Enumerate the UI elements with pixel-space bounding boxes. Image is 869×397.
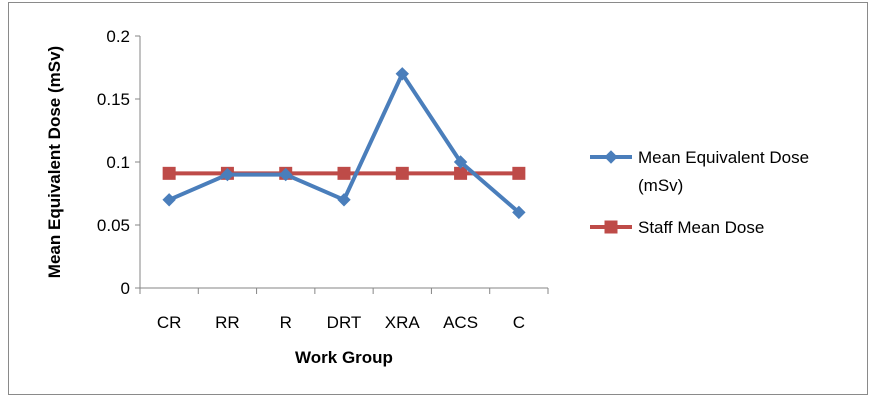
chart-frame <box>8 2 868 395</box>
data-point <box>395 67 409 81</box>
data-point <box>453 155 468 169</box>
x-tick-label: R <box>280 313 292 332</box>
y-tick-label: 0.2 <box>106 27 130 46</box>
legend-label: (mSv) <box>638 176 683 195</box>
y-tick-label: 0.05 <box>97 216 130 235</box>
data-point <box>395 166 409 180</box>
data-point <box>512 166 526 180</box>
series-line <box>168 71 521 214</box>
y-tick-labels: 0 0.05 0.1 0.15 0.2 <box>97 27 130 298</box>
x-tick-label: C <box>513 313 525 332</box>
legend-entry: Mean Equivalent Dose (mSv) <box>590 148 809 195</box>
data-point <box>454 166 468 180</box>
x-tick-label: XRA <box>385 313 421 332</box>
y-tick-label: 0.1 <box>106 153 130 172</box>
x-tick-label: ACS <box>443 313 478 332</box>
data-point <box>162 166 176 180</box>
chart-axes <box>135 35 549 294</box>
x-tick-label: CR <box>157 313 182 332</box>
legend-entry: Staff Mean Dose <box>590 218 764 237</box>
x-tick-label: DRT <box>327 313 362 332</box>
y-tick-label: 0.15 <box>97 90 130 109</box>
legend-label: Staff Mean Dose <box>638 218 764 237</box>
legend-label: Mean Equivalent Dose <box>638 148 809 167</box>
data-point <box>512 205 526 220</box>
data-point <box>162 193 176 207</box>
legend-marker <box>604 150 618 164</box>
data-point <box>337 166 351 180</box>
x-tick-labels: CR RR R DRT XRA ACS C <box>157 313 525 332</box>
series-mean-equivalent-dose <box>162 67 526 220</box>
y-tick-label: 0 <box>121 279 130 298</box>
legend-marker <box>604 220 618 234</box>
data-point <box>337 193 351 207</box>
y-axis-title: Mean Equivalent Dose (mSv) <box>45 46 64 278</box>
x-tick-label: RR <box>215 313 240 332</box>
series-layer <box>162 67 526 220</box>
data-point <box>220 167 235 182</box>
data-point <box>279 167 293 182</box>
x-axis-title: Work Group <box>295 348 393 367</box>
legend: Mean Equivalent Dose (mSv) Staff Mean Dose <box>590 148 809 237</box>
